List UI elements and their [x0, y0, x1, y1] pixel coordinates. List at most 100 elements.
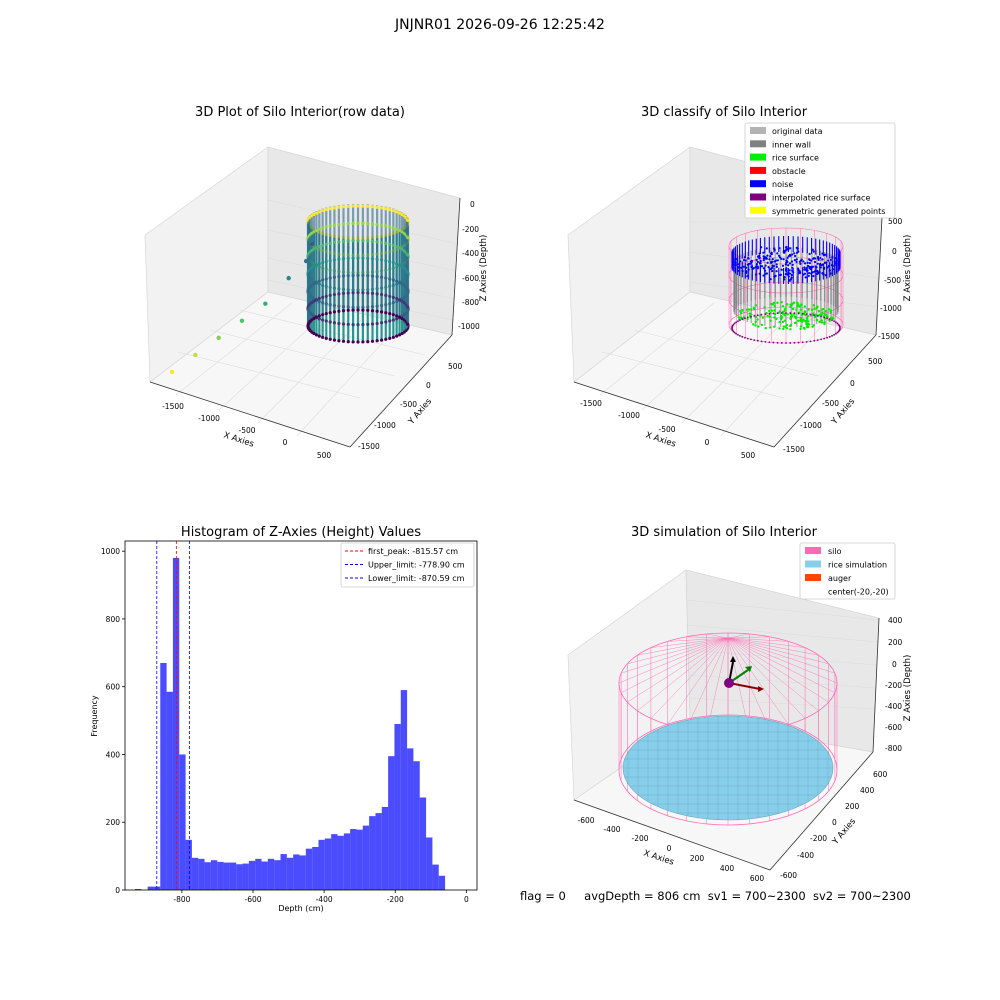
noise-point	[812, 274, 815, 278]
histogram-bar	[255, 858, 262, 890]
histogram-bar	[375, 813, 382, 890]
raw-point	[375, 309, 379, 313]
histogram-bar	[350, 829, 357, 890]
rice-surface-point	[792, 301, 796, 304]
legend-label: original data	[772, 127, 823, 136]
raw-point	[324, 225, 328, 229]
rice-surface-point	[824, 313, 828, 317]
noise-point	[793, 259, 796, 262]
legend-swatch	[750, 127, 766, 134]
noise-point	[771, 266, 774, 269]
silo-roof-spoke	[686, 636, 729, 639]
raw-point	[351, 221, 355, 226]
histogram-bar	[305, 848, 313, 890]
rice-surface-point	[773, 312, 777, 316]
raw-point	[361, 291, 365, 295]
z-tick-raw-2: -400	[462, 249, 479, 258]
silo-roof-spoke	[727, 637, 770, 730]
y-tick-classify-2: -500	[822, 399, 839, 408]
interpolated-point	[809, 313, 812, 316]
raw-point	[375, 321, 379, 326]
silo-roof-spoke	[727, 637, 835, 674]
interpolated-point	[746, 316, 749, 319]
legend-label: obstacle	[772, 167, 806, 176]
rice-surface-point	[776, 301, 779, 305]
raw-point	[366, 340, 370, 344]
rice-surface-point	[769, 319, 772, 322]
raw-point	[406, 322, 410, 327]
rice-surface-point	[789, 303, 792, 306]
noise-point	[810, 259, 813, 262]
silo-roof-spoke	[627, 637, 729, 665]
raw-point	[384, 311, 388, 315]
x-tick-classify-0: -1500	[580, 399, 602, 408]
panel-title-simulation: 3D simulation of Silo Interior	[631, 525, 818, 540]
y-tick-classify-4: -1500	[783, 445, 805, 454]
z-tick-raw-4: -800	[462, 298, 479, 307]
silo-roof-spoke	[727, 637, 819, 711]
raw-point	[332, 292, 337, 297]
noise-point	[819, 266, 822, 269]
rice-surface-point	[768, 315, 772, 318]
rice-surface-point	[773, 304, 776, 308]
noise-point	[808, 252, 811, 256]
raw-point	[337, 222, 341, 227]
interpolated-point	[750, 315, 752, 318]
raw-point	[379, 275, 384, 279]
raw-point	[351, 340, 355, 344]
rice-surface-point	[750, 308, 753, 311]
raw-point	[346, 291, 350, 295]
noise-point	[765, 247, 768, 250]
noise-point	[771, 269, 774, 273]
noise-point	[812, 265, 815, 268]
rice-surface-point	[815, 306, 818, 310]
raw-outlier-point	[193, 352, 198, 358]
raw-point	[317, 210, 321, 214]
interpolated-point	[820, 315, 822, 318]
rice-surface-point	[772, 301, 776, 305]
raw-point	[337, 240, 341, 244]
rice-surface-point	[803, 319, 807, 323]
rice-surface-point	[783, 319, 787, 322]
interpolated-point	[753, 339, 756, 342]
noise-point	[759, 259, 762, 263]
noise-point	[749, 262, 752, 265]
legend-histogram: first_peak: -815.57 cm Upper_limit: -778.…	[340, 542, 475, 588]
y-tick-classify-1: 0	[850, 379, 855, 388]
raw-point	[361, 340, 365, 344]
interpolated-point	[739, 319, 741, 322]
noise-point	[769, 278, 772, 281]
raw-point	[324, 208, 328, 212]
rice-surface-point	[794, 321, 797, 325]
rice-surface-point	[754, 324, 757, 327]
x-tick-classify-4: 500	[741, 451, 756, 460]
y-tick-sim-6: -600	[780, 871, 797, 880]
rice-surface-point	[768, 326, 772, 329]
histogram-bar	[267, 858, 275, 890]
histogram-bar	[242, 863, 249, 890]
raw-point	[321, 278, 325, 282]
raw-point	[328, 241, 332, 245]
raw-point	[395, 244, 399, 249]
raw-point	[388, 260, 392, 264]
raw-outliers	[169, 241, 315, 375]
legend-swatch	[805, 574, 821, 581]
y-tick-label: 1000	[101, 547, 120, 556]
raw-point	[337, 292, 341, 296]
raw-point	[391, 318, 395, 322]
silo-roof-spoke	[621, 637, 729, 674]
raw-point	[356, 308, 360, 312]
interpolated-point	[816, 314, 819, 317]
interpolated-point	[733, 331, 736, 334]
rice-surface-point	[739, 310, 742, 313]
rice-surface-point	[811, 308, 814, 312]
raw-point	[356, 273, 360, 277]
x-tick-label: -800	[173, 895, 190, 904]
raw-point	[391, 278, 395, 282]
legend-label: rice surface	[772, 154, 819, 163]
x-tick-sim-5: 400	[720, 864, 735, 873]
legend-swatch	[750, 180, 766, 188]
raw-point	[356, 221, 360, 225]
histogram-bar	[179, 754, 186, 890]
rice-surface-point	[803, 305, 807, 308]
